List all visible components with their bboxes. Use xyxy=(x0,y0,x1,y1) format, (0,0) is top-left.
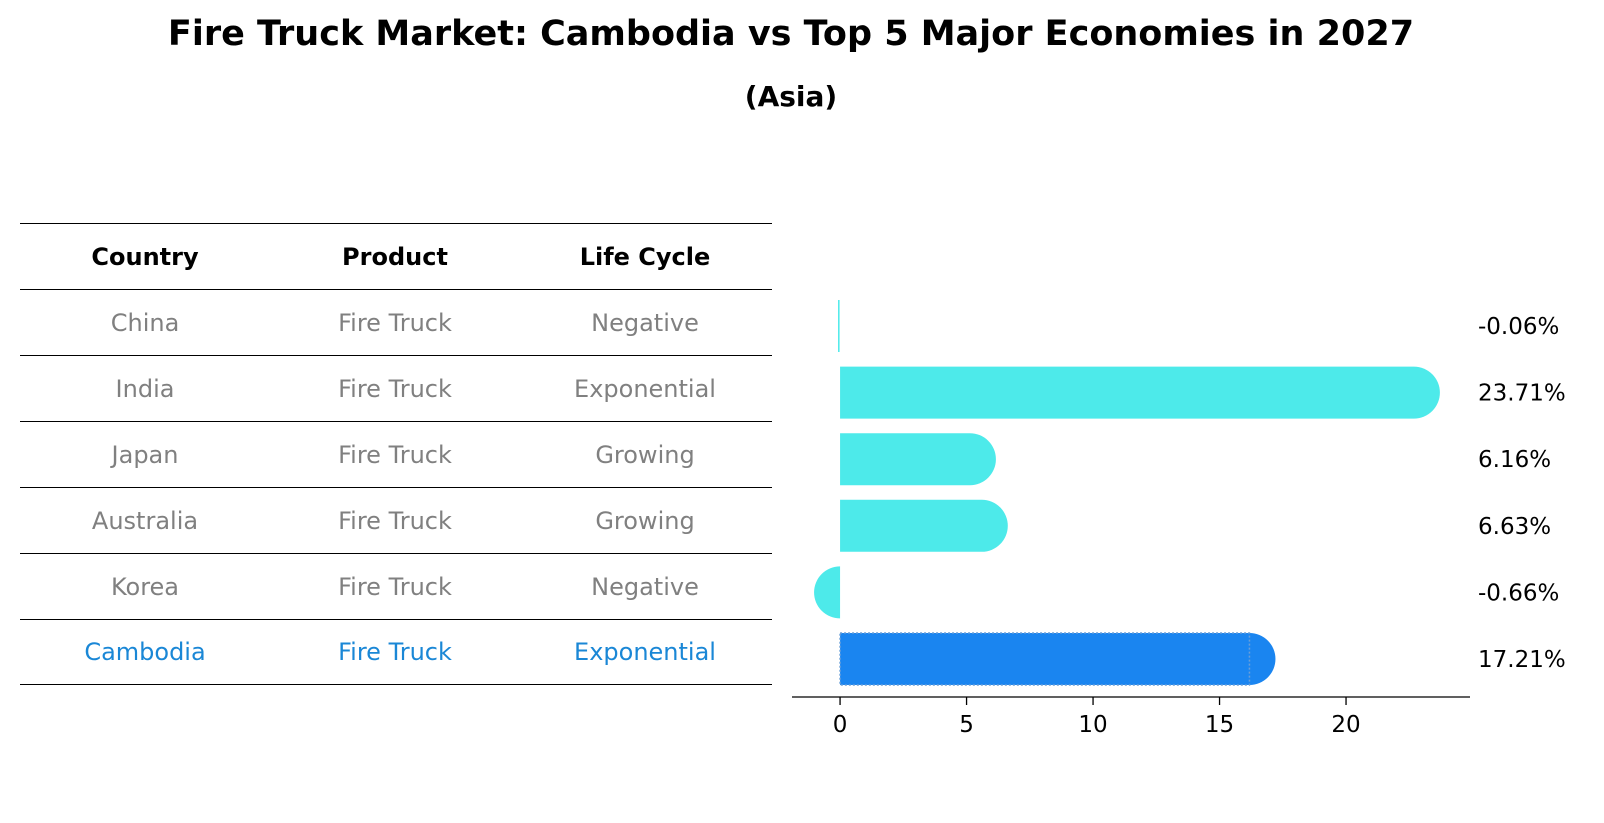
x-tick-label: 10 xyxy=(1078,712,1107,738)
cell-country: Japan xyxy=(111,440,179,469)
cell-life-cycle: Exponential xyxy=(574,374,716,403)
cell-product: Fire Truck xyxy=(338,638,452,666)
cell-life-cycle: Growing xyxy=(595,506,695,535)
bar-india xyxy=(840,366,1440,419)
cell-product: Fire Truck xyxy=(338,308,452,337)
value-label-korea: -0.66% xyxy=(1478,580,1559,606)
cell-product: Fire Truck xyxy=(338,374,452,403)
cell-country: China xyxy=(110,308,180,337)
value-label-india: 23.71% xyxy=(1478,381,1566,407)
chart-subtitle: (Asia) xyxy=(744,80,838,113)
cell-life-cycle: Negative xyxy=(591,572,699,601)
x-tick-label: 0 xyxy=(833,712,848,738)
value-label-china: -0.06% xyxy=(1478,314,1559,340)
bar-japan xyxy=(840,433,996,486)
table-header-row: Country Product Life Cycle xyxy=(20,223,772,289)
bar-cambodia xyxy=(840,633,1276,685)
cell-life-cycle: Negative xyxy=(591,308,699,337)
cell-life-cycle: Exponential xyxy=(574,638,716,666)
cell-product: Fire Truck xyxy=(338,506,452,535)
bar-china xyxy=(838,300,840,352)
value-label-australia: 6.63% xyxy=(1478,514,1551,540)
bar-highlight-outline xyxy=(839,632,1251,686)
cell-product: Fire Truck xyxy=(338,440,452,469)
bar-australia xyxy=(840,499,1008,552)
header-life-cycle: Life Cycle xyxy=(579,242,711,271)
table-row: India Fire Truck Exponential xyxy=(20,355,772,421)
cell-country: Australia xyxy=(91,506,199,535)
x-tick-label: 5 xyxy=(959,712,974,738)
cell-product: Fire Truck xyxy=(338,572,452,601)
cell-life-cycle: Growing xyxy=(595,440,695,469)
cell-country: Cambodia xyxy=(84,638,206,666)
table-row: Japan Fire Truck Growing xyxy=(20,421,772,487)
cell-country: India xyxy=(115,374,175,403)
table-row-highlight: Cambodia Fire Truck Exponential xyxy=(20,619,772,685)
table-row: Korea Fire Truck Negative xyxy=(20,553,772,619)
value-label-cambodia: 17.21% xyxy=(1478,647,1566,673)
header-country: Country xyxy=(91,242,199,271)
cell-country: Korea xyxy=(110,572,180,601)
x-tick-label: 20 xyxy=(1331,712,1360,738)
table-row: China Fire Truck Negative xyxy=(20,289,772,355)
comparison-table: Country Product Life Cycle China Fire Tr… xyxy=(20,223,772,685)
bar-korea xyxy=(814,566,841,619)
table-row: Australia Fire Truck Growing xyxy=(20,487,772,553)
header-product: Product xyxy=(342,242,448,271)
chart-title: Fire Truck Market: Cambodia vs Top 5 Maj… xyxy=(167,14,1415,54)
x-tick-label: 15 xyxy=(1205,712,1234,738)
value-label-japan: 6.16% xyxy=(1478,447,1551,473)
